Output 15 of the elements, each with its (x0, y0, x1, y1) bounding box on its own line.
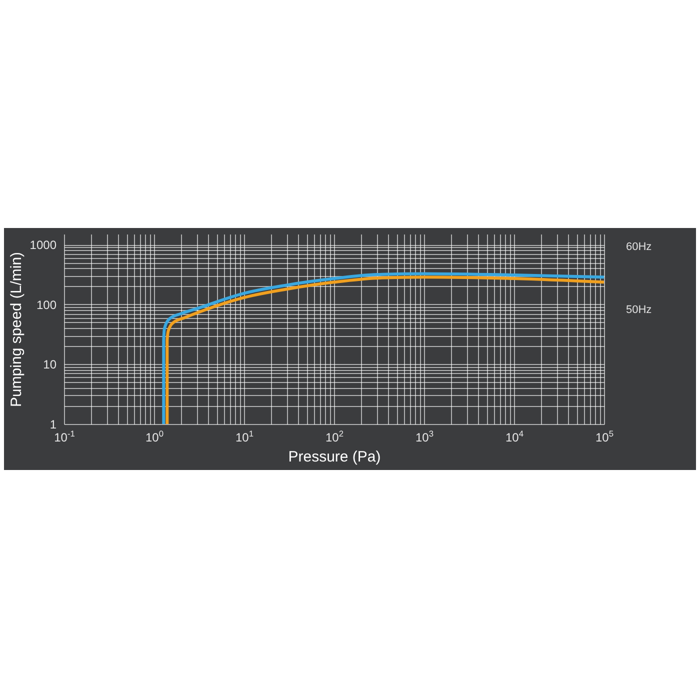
x-tick-label: 10$^{4}$ (505, 428, 524, 444)
y-axis-title: Pumping speed (L/min) (8, 252, 25, 408)
x-tick-label: 10$^{0}$ (145, 428, 164, 444)
x-tick-label: 10$^{5}$ (595, 428, 614, 444)
text: 60Hz (626, 241, 652, 254)
y-tick-label: 100 (36, 298, 57, 312)
x-tick-label: 10$^{3}$ (415, 428, 434, 444)
x-axis-title: Pressure (Pa) (288, 448, 381, 466)
x-tick-label: 10$^{-1}$ (54, 428, 76, 444)
x-tick-label: 10$^{2}$ (325, 428, 344, 444)
text: 50Hz (626, 304, 652, 316)
y-tick-label: 1 (50, 418, 57, 432)
y-tick-label: 1000 (30, 238, 57, 252)
y-tick-label: 10 (43, 358, 57, 372)
x-tick-label: 10$^{1}$ (235, 428, 254, 444)
